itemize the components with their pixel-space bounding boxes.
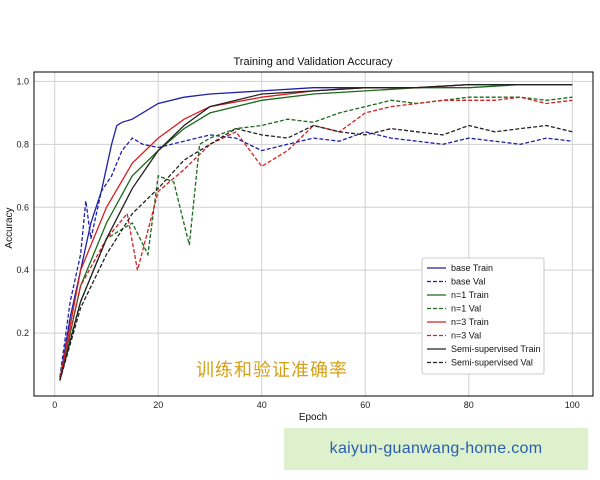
legend-box [421, 257, 545, 375]
legend-entry: base Train [451, 263, 493, 273]
tick-labels: 0 20 40 60 80 100 0.2 0.4 0.6 0.8 1.0 [16, 76, 579, 410]
plot-frame [33, 71, 594, 397]
legend-entry: base Val [451, 277, 485, 287]
url-banner: kaiyun-guanwang-home.com [284, 428, 588, 470]
legend-entry: Semi-supervised Val [451, 358, 533, 368]
series-layer [59, 83, 573, 381]
y-tick-label: 0.8 [16, 139, 29, 149]
series-line-semi-supervised-val [59, 124, 573, 381]
y-tick-label: 1.0 [16, 76, 29, 86]
legend-entry: n=1 Train [451, 290, 489, 300]
series-line-semi-supervised-train [59, 83, 573, 381]
y-tick-label: 0.4 [16, 265, 29, 275]
y-tick-label: 0.6 [16, 202, 29, 212]
x-tick-label: 40 [257, 400, 267, 410]
x-axis-label: Epoch [299, 412, 327, 423]
url-text: kaiyun-guanwang-home.com [329, 440, 543, 457]
series-line-n-1-val [59, 96, 573, 378]
x-tick-label: 0 [52, 400, 57, 410]
x-tick-label: 20 [153, 400, 163, 410]
x-tick-label: 60 [360, 400, 370, 410]
chart-title: Training and Validation Accuracy [234, 56, 393, 68]
series-line-n-1-train [59, 83, 573, 381]
y-axis-label: Accuracy [4, 207, 15, 248]
legend-entry: n=3 Val [451, 331, 481, 341]
series-line-n-3-val [59, 96, 573, 378]
y-tick-label: 0.2 [16, 328, 29, 338]
x-tick-label: 100 [565, 400, 580, 410]
x-tick-label: 80 [464, 400, 474, 410]
grid-lines [34, 72, 593, 396]
series-line-base-val [59, 131, 573, 378]
legend-entry: Semi-supervised Train [451, 344, 541, 354]
watermark-caption: 训练和验证准确率 [196, 360, 348, 381]
legend: base Train base Val n=1 Train n=1 Val n=3 Tr… [421, 257, 545, 375]
legend-entry: n=1 Val [451, 304, 481, 314]
legend-entry: n=3 Train [451, 317, 489, 327]
